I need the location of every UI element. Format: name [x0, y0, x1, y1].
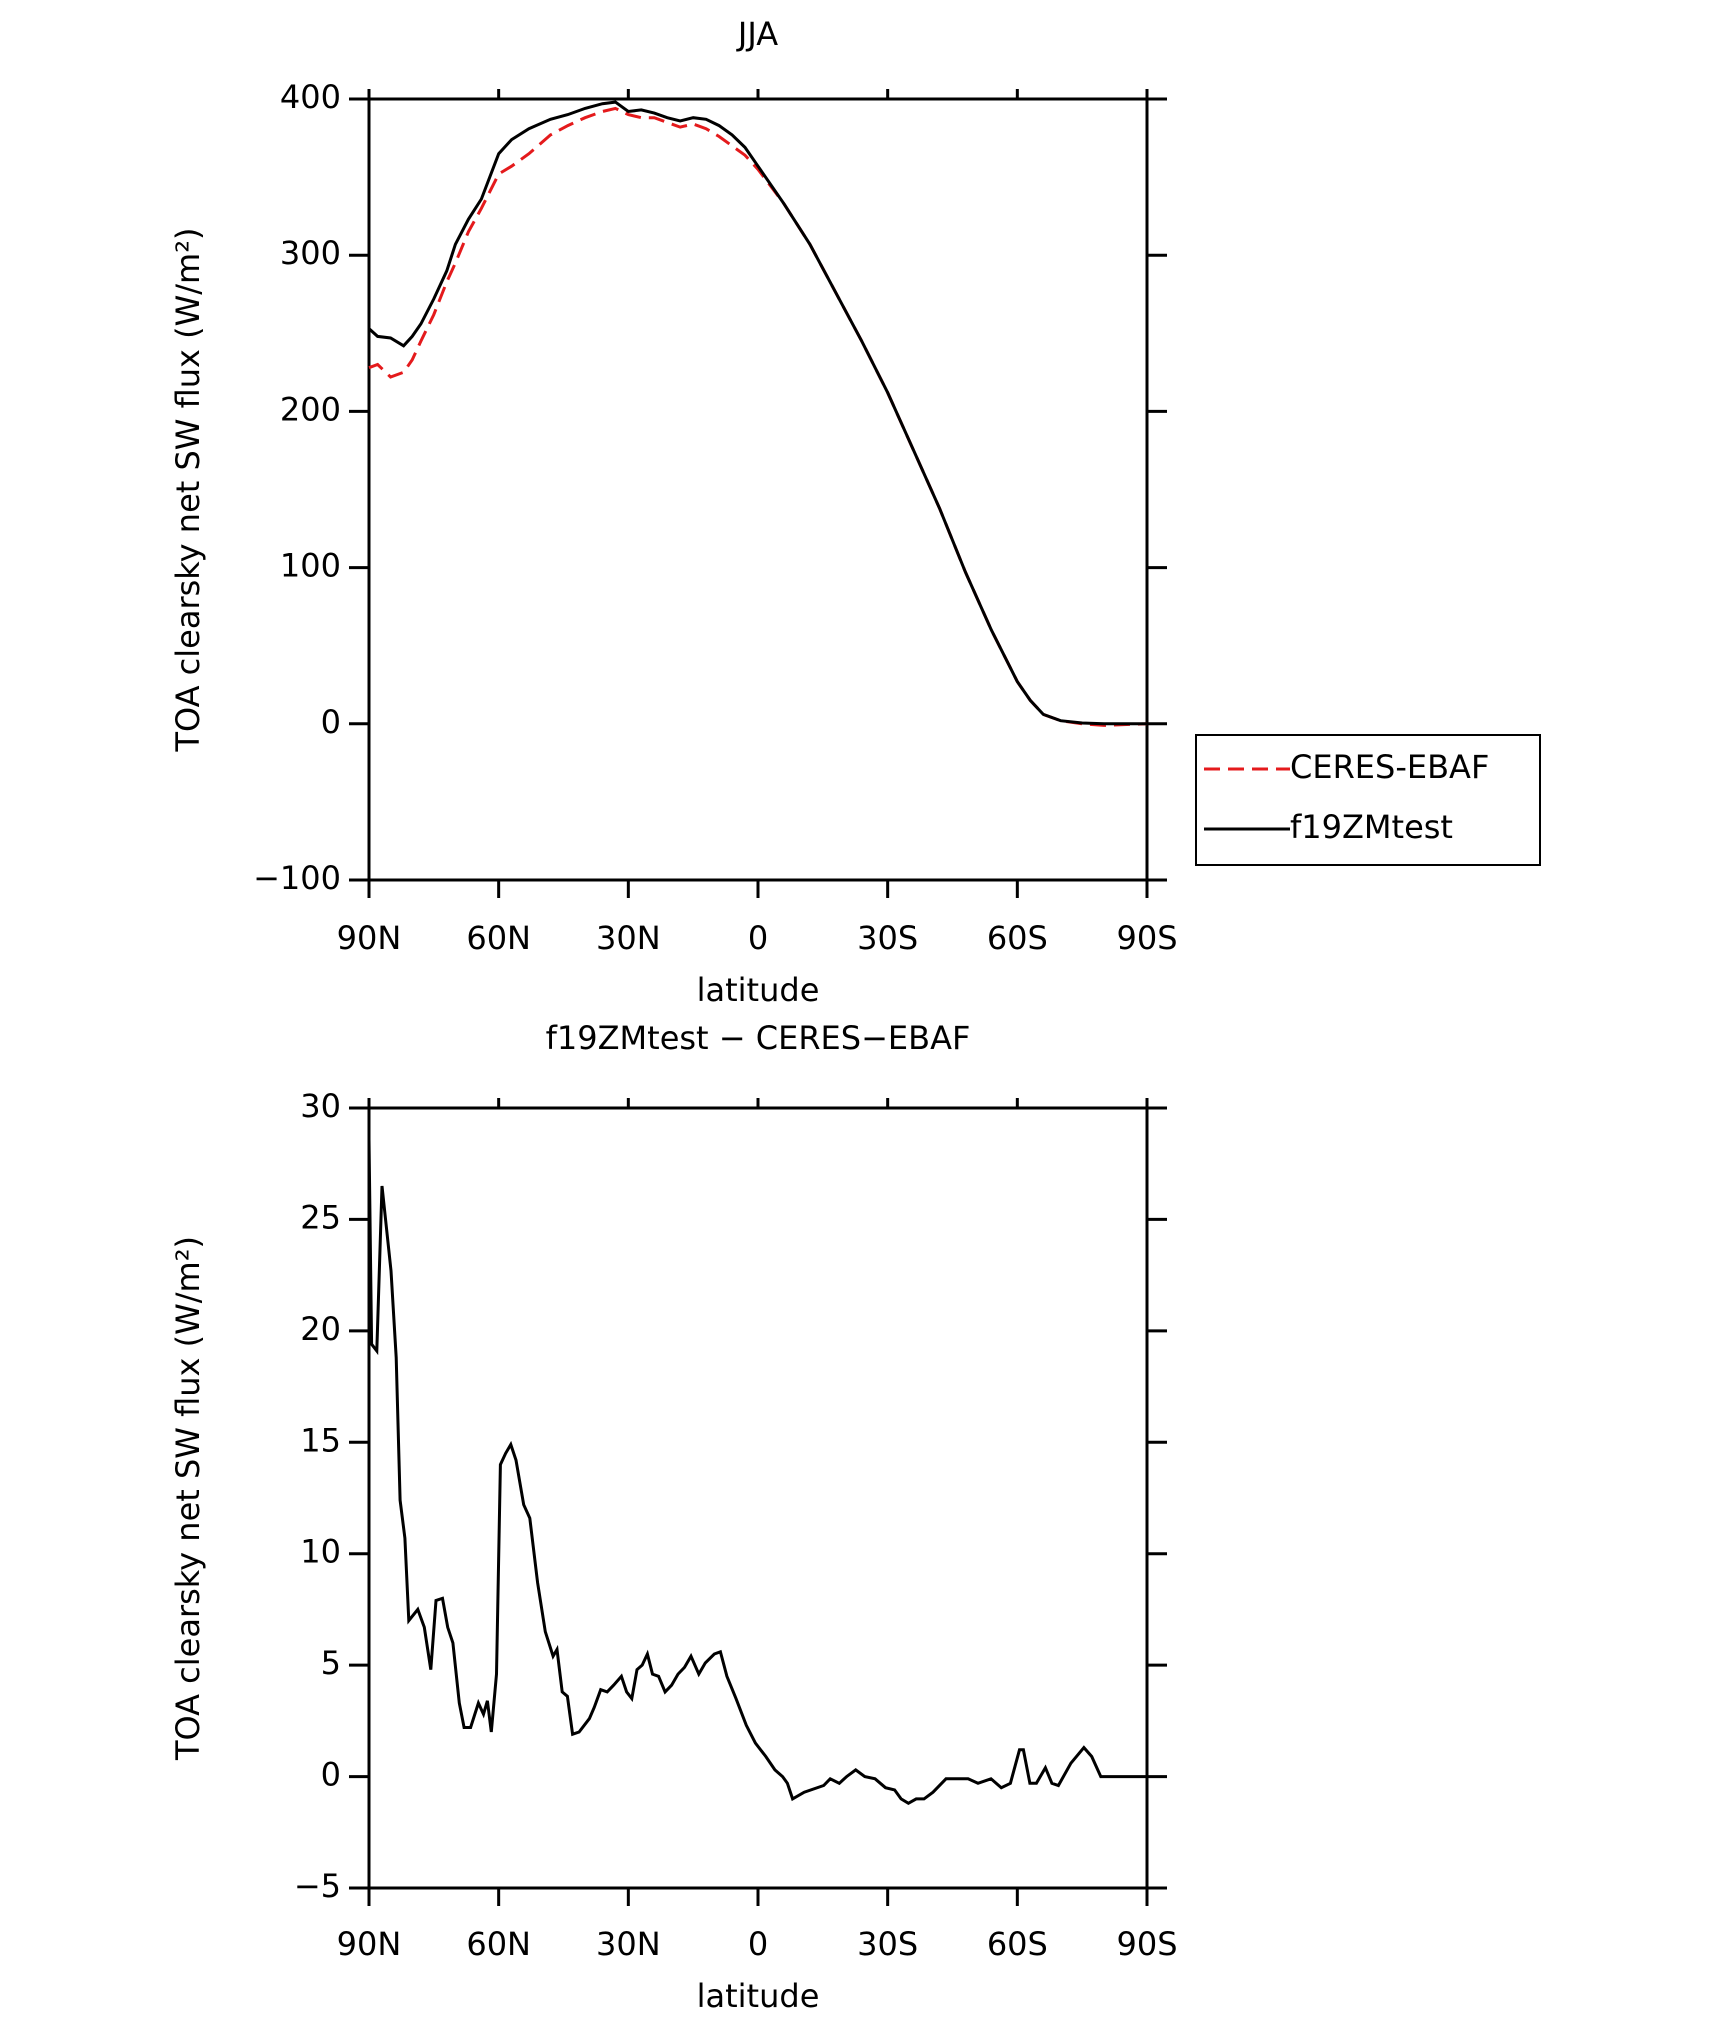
- x-tick-label: 60N: [466, 919, 531, 957]
- y-tick-label: 20: [300, 1310, 341, 1348]
- y-axis-label: TOA clearsky net SW flux (W/m²): [169, 1236, 207, 1761]
- y-tick-label: 0: [321, 703, 341, 741]
- data-line: [367, 100, 1147, 726]
- chart-title: JJA: [736, 15, 778, 53]
- x-tick-label: 90N: [337, 1925, 402, 1963]
- x-tick-label: 60N: [466, 1925, 531, 1963]
- x-tick-label: 30N: [596, 1925, 661, 1963]
- x-tick-label: 0: [748, 1925, 768, 1963]
- y-tick-label: 5: [321, 1644, 341, 1682]
- plot-frame: [367, 97, 1149, 882]
- chart-title: f19ZMtest − CERES−EBAF: [546, 1019, 971, 1057]
- x-tick-label: 30S: [857, 1925, 918, 1963]
- plot-frame: [367, 1106, 1149, 1890]
- legend-label: CERES-EBAF: [1290, 748, 1489, 786]
- y-tick-label: −5: [294, 1867, 341, 1905]
- y-tick-label: 10: [300, 1533, 341, 1571]
- x-tick-label: 30N: [596, 919, 661, 957]
- legend-label: f19ZMtest: [1290, 808, 1453, 846]
- y-tick-label: 100: [280, 547, 341, 585]
- y-tick-label: 400: [280, 78, 341, 116]
- x-tick-label: 30S: [857, 919, 918, 957]
- x-axis-label: latitude: [697, 1977, 820, 2015]
- y-tick-label: 0: [321, 1756, 341, 1794]
- x-axis-label: latitude: [697, 971, 820, 1009]
- x-tick-label: 60S: [987, 1925, 1048, 1963]
- y-tick-label: 25: [300, 1198, 341, 1236]
- data-line: [368, 106, 1148, 727]
- data-line: [367, 1139, 1147, 1806]
- y-tick-label: −100: [253, 859, 341, 897]
- y-tick-label: 200: [280, 390, 341, 428]
- x-tick-label: 90S: [1116, 919, 1177, 957]
- x-tick-label: 60S: [987, 919, 1048, 957]
- y-tick-label: 30: [300, 1087, 341, 1125]
- y-axis-label: TOA clearsky net SW flux (W/m²): [169, 227, 207, 752]
- y-tick-label: 15: [300, 1421, 341, 1459]
- x-tick-label: 90S: [1116, 1925, 1177, 1963]
- x-tick-label: 0: [748, 919, 768, 957]
- y-tick-label: 300: [280, 234, 341, 272]
- x-tick-label: 90N: [337, 919, 402, 957]
- legend-box: [1195, 734, 1541, 866]
